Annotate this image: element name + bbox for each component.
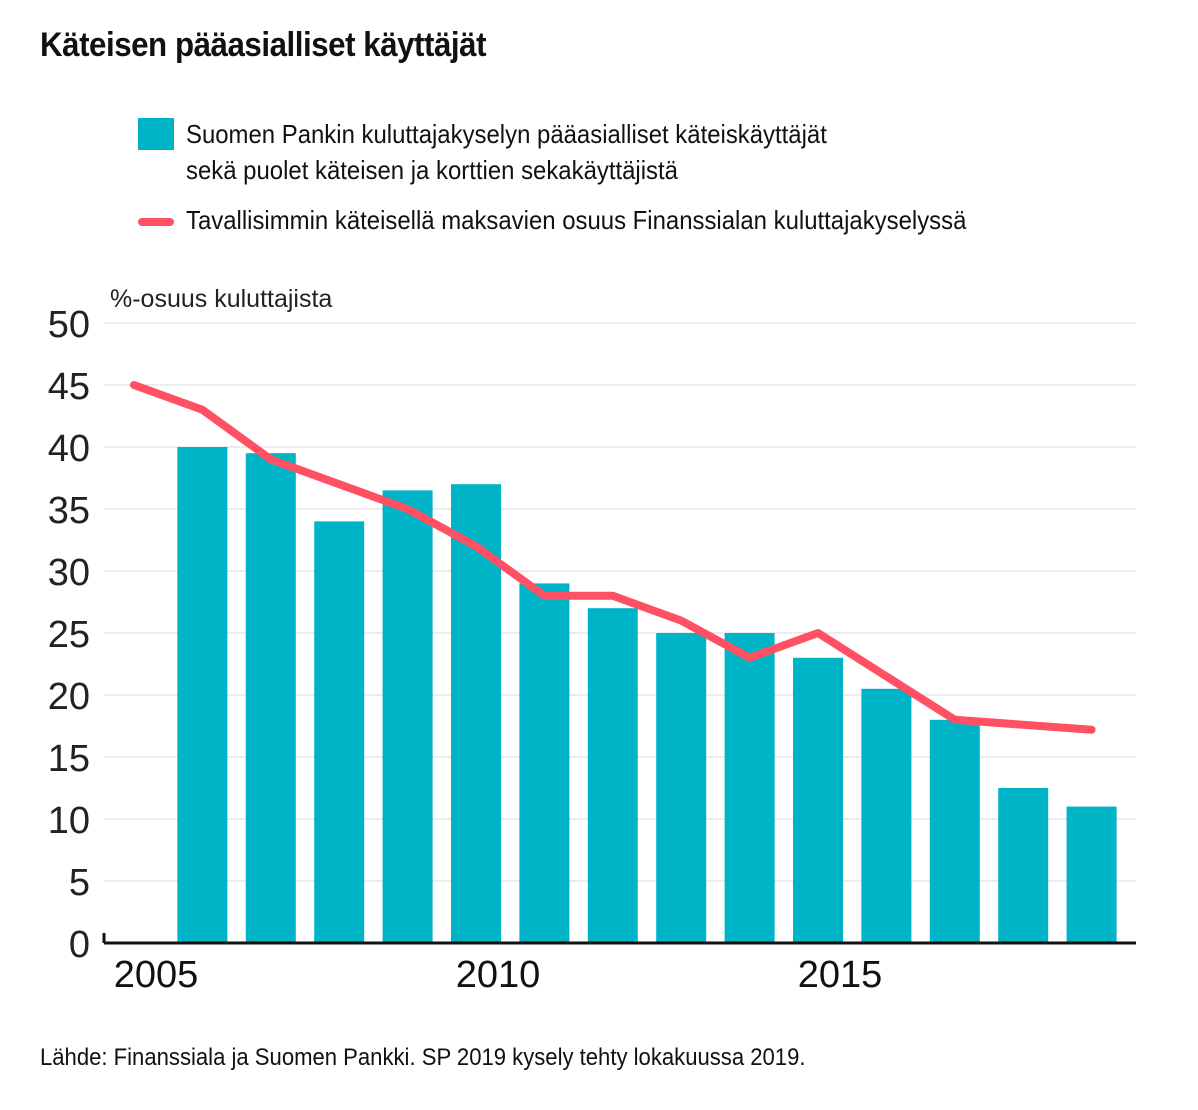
x-tick-labels: 2005 2010 2015 <box>114 954 883 996</box>
y-tick-label: 5 <box>69 862 90 904</box>
legend-line-swatch <box>138 218 174 226</box>
x-tick-label: 2010 <box>456 954 541 996</box>
legend-bar-label-line2: sekä puolet käteisen ja korttien sekakäy… <box>186 155 678 185</box>
y-tick-label: 0 <box>69 924 90 966</box>
bar <box>1066 806 1117 943</box>
x-tick-label: 2005 <box>114 954 199 996</box>
bar <box>929 719 980 943</box>
y-tick-label: 30 <box>48 552 90 594</box>
y-axis-label: %-osuus kuluttajista <box>110 285 332 313</box>
legend-item-bars: Suomen Pankin kuluttajakyselyn pääasiall… <box>138 116 883 188</box>
bar <box>314 521 365 943</box>
bar <box>519 583 570 943</box>
y-tick-label: 45 <box>48 366 90 408</box>
y-tick-label: 35 <box>48 490 90 532</box>
bar <box>382 490 433 943</box>
line-series-path <box>130 381 1096 734</box>
line-series <box>130 381 1096 734</box>
bar <box>587 608 638 943</box>
bar <box>451 484 501 943</box>
legend-line-label: Tavallisimmin käteisellä maksavien osuus… <box>186 205 967 235</box>
bar <box>861 688 912 943</box>
y-tick-label: 25 <box>48 614 90 656</box>
y-tick-label: 20 <box>48 676 90 718</box>
legend-item-line: Tavallisimmin käteisellä maksavien osuus… <box>138 202 1034 238</box>
y-tick-label: 10 <box>48 800 90 842</box>
bar <box>177 447 228 943</box>
legend-bar-label-line1: Suomen Pankin kuluttajakyselyn pääasiall… <box>186 119 827 149</box>
x-tick-label: 2015 <box>798 954 883 996</box>
legend-bar-label: Suomen Pankin kuluttajakyselyn pääasiall… <box>186 116 827 188</box>
bar <box>793 657 843 943</box>
y-tick-label: 15 <box>48 738 90 780</box>
bar <box>656 633 707 943</box>
bar <box>245 453 296 943</box>
bar <box>998 788 1049 943</box>
bar-series <box>177 447 1117 943</box>
y-tick-label: 50 <box>48 304 90 346</box>
y-tick-label: 40 <box>48 428 90 470</box>
x-axis <box>102 933 1136 945</box>
y-tick-labels: 0 5 10 15 20 25 30 35 40 45 50 <box>48 304 90 966</box>
legend-bar-swatch <box>138 118 174 150</box>
bar <box>724 633 775 943</box>
source-note: Lähde: Finanssiala ja Suomen Pankki. SP … <box>40 1044 806 1071</box>
chart-title: Käteisen pääasialliset käyttäjät <box>40 26 487 64</box>
